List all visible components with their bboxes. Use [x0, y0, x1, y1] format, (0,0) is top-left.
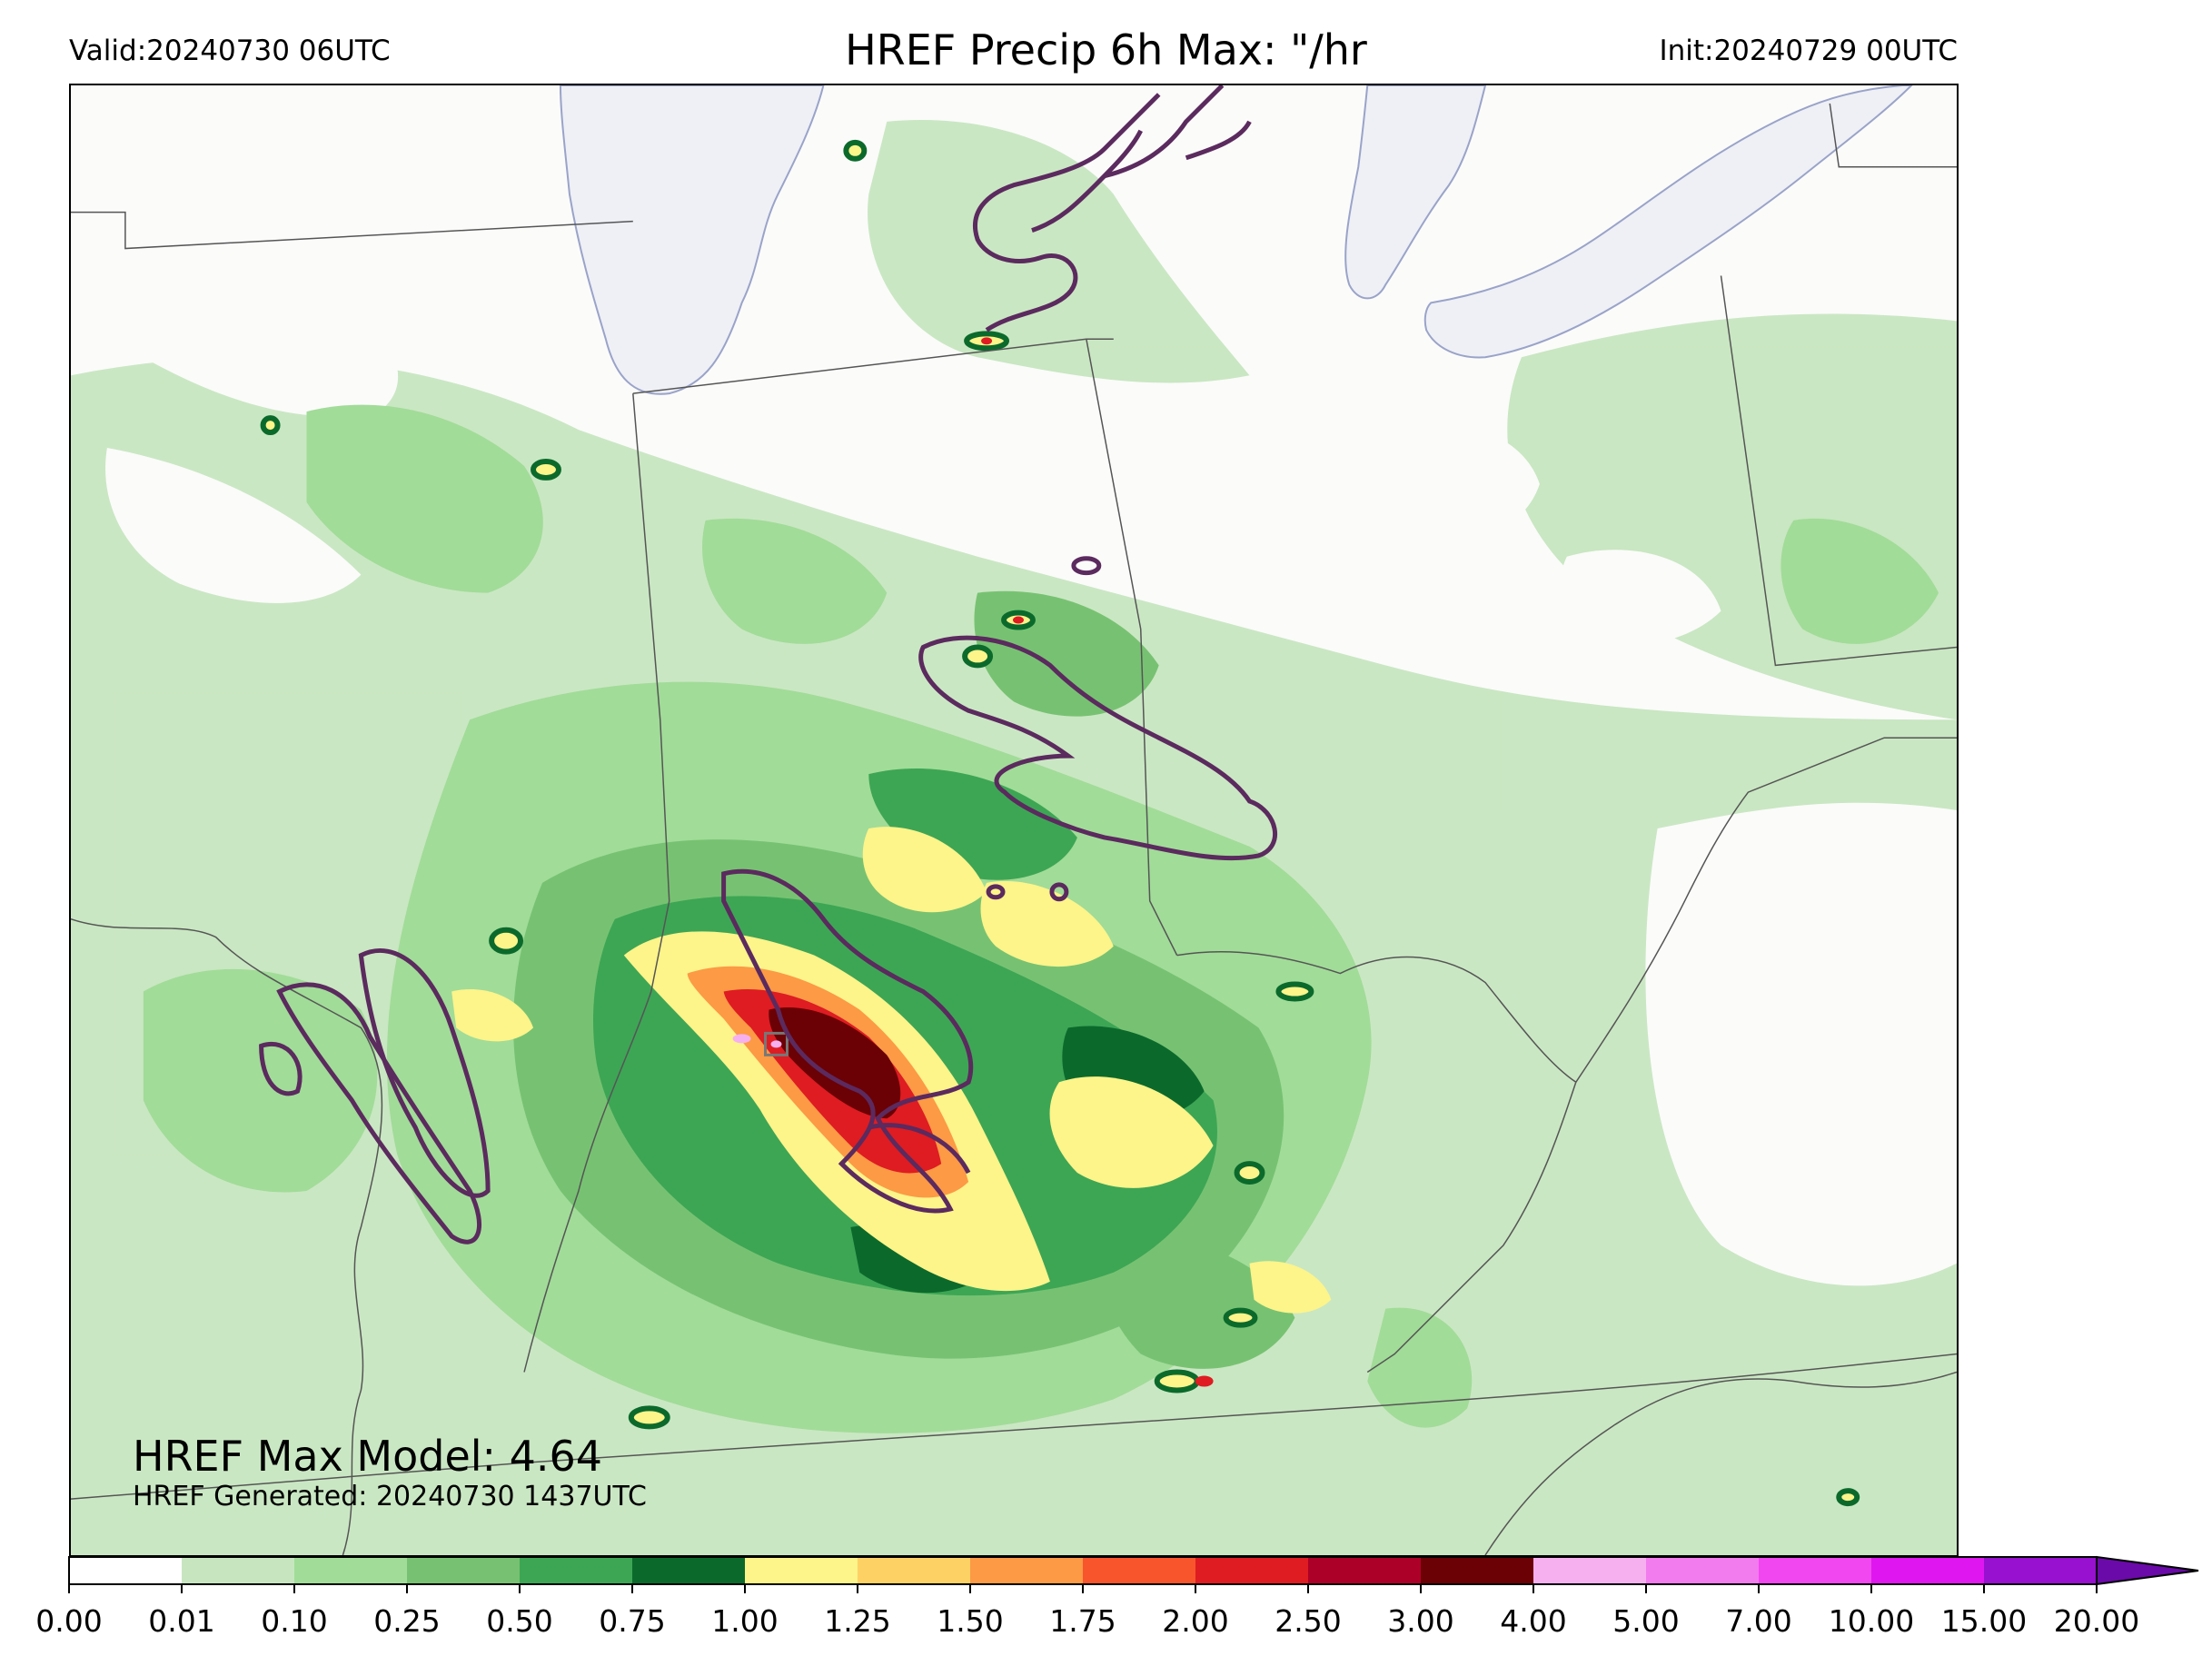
colorbar-segment — [407, 1557, 521, 1584]
colorbar-segment — [745, 1557, 858, 1584]
colorbar-segment — [632, 1557, 746, 1584]
colorbar-segment — [182, 1557, 295, 1584]
precip-core-pink — [732, 1034, 782, 1048]
colorbar-tick-label: 0.25 — [373, 1603, 440, 1639]
colorbar-tick-label: 0.75 — [599, 1603, 665, 1639]
state-borders — [71, 103, 1957, 1555]
colorbar-ticks: 0.00 0.01 0.10 0.25 0.50 0.75 1.00 1.25 1.50 1.75… — [35, 1584, 2139, 1639]
generated-label: HREF Generated: 20240730 1437UTC — [133, 1481, 648, 1512]
colorbar-segment — [520, 1557, 633, 1584]
colorbar-tick-label: 0.10 — [261, 1603, 327, 1639]
colorbar-segment — [1984, 1557, 2098, 1584]
lake-michigan — [559, 85, 825, 395]
max-model-label: HREF Max Model: 4.64 — [133, 1432, 603, 1481]
lake-huron — [1344, 85, 1487, 300]
colorbar-extend-arrow — [2096, 1555, 2199, 1586]
scattered-cells — [260, 139, 1860, 1507]
colorbar-tick-label: 20.00 — [2054, 1603, 2139, 1639]
valid-time-label: Valid:20240730 06UTC — [69, 35, 391, 67]
map-panel[interactable] — [69, 84, 1959, 1557]
colorbar-tick-label: 3.00 — [1387, 1603, 1453, 1639]
colorbar-tick-label: 0.00 — [35, 1603, 102, 1639]
colorbar-tick-label: 1.25 — [824, 1603, 890, 1639]
precip-field-white-gaps — [71, 211, 1957, 1286]
colorbar-tick-label: 2.50 — [1275, 1603, 1341, 1639]
colorbar-segment — [294, 1557, 408, 1584]
colorbar-tick-label: 5.00 — [1612, 1603, 1679, 1639]
colorbar-segment — [1083, 1557, 1196, 1584]
init-time-label: Init:20240729 00UTC — [1659, 35, 1958, 67]
colorbar-segment — [970, 1557, 1084, 1584]
map-title: HREF Precip 6h Max: "/hr — [845, 25, 1367, 74]
colorbar-segment — [858, 1557, 971, 1584]
colorbar: 0.00 0.01 0.10 0.25 0.50 0.75 1.00 1.25 1.50 1.75… — [35, 1555, 2199, 1639]
colorbar-tick-label: 1.50 — [937, 1603, 1003, 1639]
colorbar-segment — [1533, 1557, 1647, 1584]
precip-core-darkred — [769, 1007, 901, 1119]
red-cells — [981, 337, 1214, 1387]
colorbar-tick-label: 0.01 — [148, 1603, 214, 1639]
colorbar-segment — [1195, 1557, 1309, 1584]
colorbar-tick-label: 7.00 — [1725, 1603, 1791, 1639]
colorbar-tick-label: 4.00 — [1500, 1603, 1566, 1639]
colorbar-segment — [1871, 1557, 1985, 1584]
colorbar-segments — [69, 1557, 2098, 1584]
colorbar-tick-label: 1.75 — [1049, 1603, 1116, 1639]
colorbar-tick-label: 10.00 — [1829, 1603, 1914, 1639]
colorbar-segment — [1421, 1557, 1534, 1584]
colorbar-tick-label: 2.00 — [1162, 1603, 1228, 1639]
max-location-marker — [764, 1031, 789, 1056]
colorbar-tick-label: 15.00 — [1941, 1603, 2027, 1639]
lake-erie — [1423, 85, 1913, 359]
mrms-contours — [259, 85, 1277, 1245]
precip-map — [71, 85, 1957, 1555]
colorbar-segment — [1646, 1557, 1760, 1584]
colorbar-segment — [69, 1557, 183, 1584]
colorbar-tick-label: 1.00 — [711, 1603, 778, 1639]
colorbar-segment — [1308, 1557, 1422, 1584]
colorbar-tick-label: 0.50 — [486, 1603, 552, 1639]
colorbar-segment — [1759, 1557, 1872, 1584]
